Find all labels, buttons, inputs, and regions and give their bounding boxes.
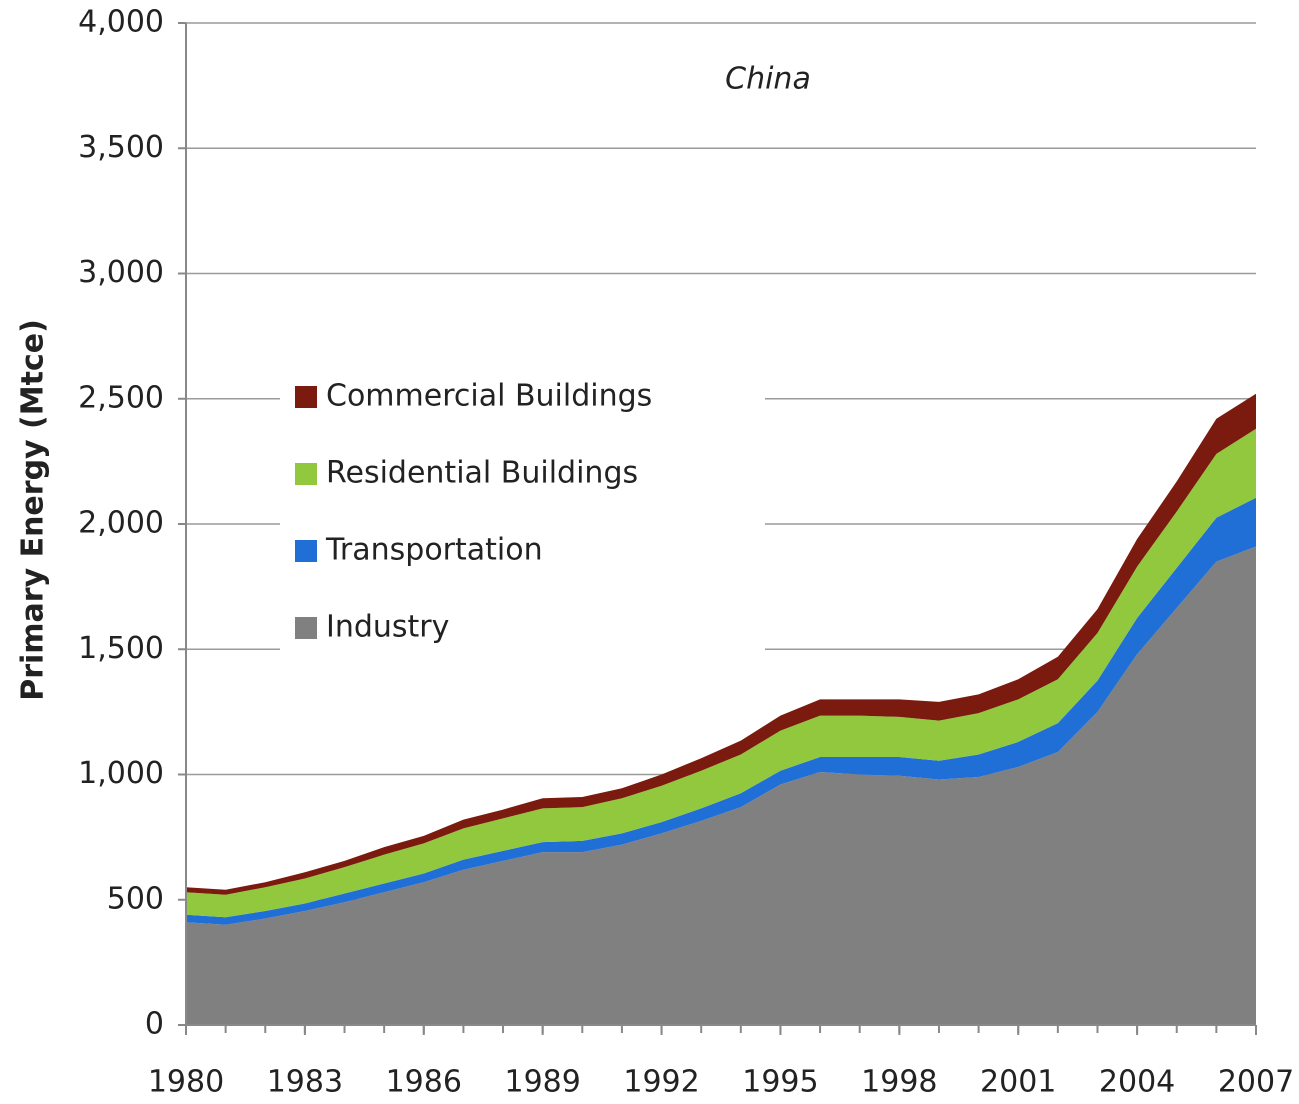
x-tick-label: 1995 [742, 1065, 818, 1100]
x-tick-label: 1992 [623, 1065, 699, 1100]
legend-background [280, 370, 765, 660]
y-tick-label: 3,500 [78, 130, 164, 165]
y-tick-label: 2,500 [78, 380, 164, 415]
legend-swatch [295, 617, 317, 639]
area [186, 546, 1256, 1025]
legend-swatch [295, 386, 317, 408]
legend: Commercial Buildings Residential Building… [280, 370, 765, 660]
legend-swatch [295, 463, 317, 485]
x-tick-label: 1998 [861, 1065, 937, 1100]
y-tick-label: 0 [145, 1007, 164, 1042]
y-tick-label: 4,000 [78, 5, 164, 40]
x-tick-label: 1989 [504, 1065, 580, 1100]
y-tick-label: 1,000 [78, 756, 164, 791]
y-tick-label: 500 [107, 881, 164, 916]
legend-label: Transportation [325, 533, 543, 568]
legend-label: Commercial Buildings [326, 379, 652, 414]
legend-swatch [295, 540, 317, 562]
x-tick-label: 1983 [267, 1065, 343, 1100]
x-tick-label: 2007 [1218, 1065, 1294, 1100]
y-tick-label: 1,500 [78, 631, 164, 666]
y-tick-label: 2,000 [78, 506, 164, 541]
x-tick-label: 2001 [980, 1065, 1056, 1100]
legend-label: Industry [326, 610, 449, 645]
legend-label: Residential Buildings [326, 456, 638, 491]
x-tick-label: 2004 [1099, 1065, 1175, 1100]
x-tick-label: 1986 [386, 1065, 462, 1100]
y-tick-label: 3,000 [78, 255, 164, 290]
x-tick-label: 1980 [148, 1065, 224, 1100]
chart-title: China [725, 62, 811, 97]
y-axis-label: Primary Energy (Mtce) [16, 319, 51, 701]
